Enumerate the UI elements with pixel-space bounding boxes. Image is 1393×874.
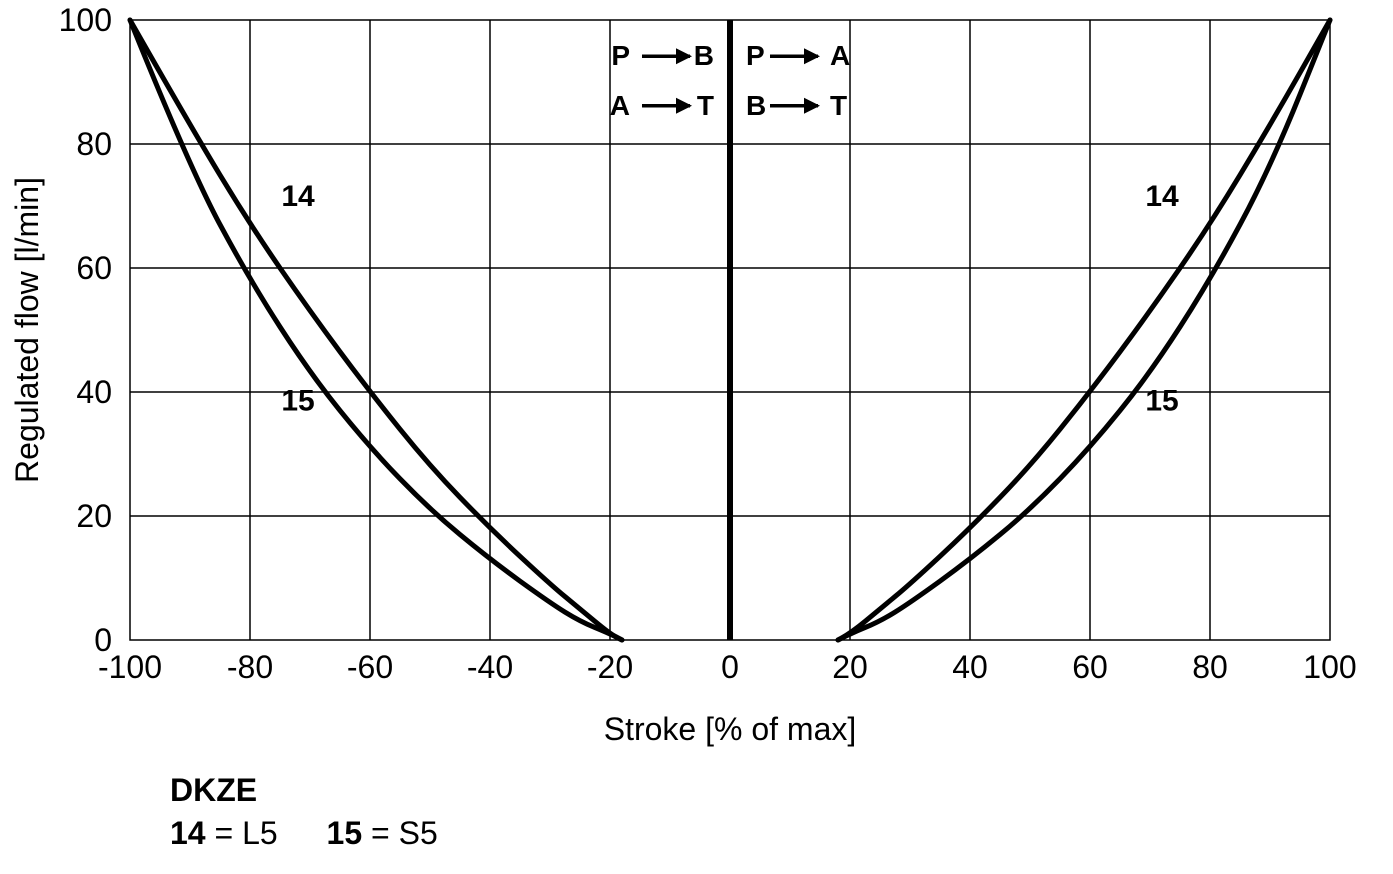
curve-label-3: 15 bbox=[1145, 385, 1178, 418]
svg-text:-20: -20 bbox=[587, 649, 633, 685]
curve-definitions: 14 = L5 15 = S5 bbox=[170, 815, 438, 852]
flow-stroke-chart: -100-80-60-40-20020406080100020406080100… bbox=[0, 0, 1393, 770]
svg-text:-80: -80 bbox=[227, 649, 273, 685]
model-name: DKZE bbox=[170, 772, 438, 809]
anno-left-to-0: B bbox=[694, 40, 714, 71]
svg-text:40: 40 bbox=[952, 649, 988, 685]
svg-text:60: 60 bbox=[1072, 649, 1108, 685]
svg-text:60: 60 bbox=[76, 250, 112, 286]
svg-text:100: 100 bbox=[59, 2, 112, 38]
def-1-val: S5 bbox=[399, 815, 438, 851]
def-0-val: L5 bbox=[242, 815, 278, 851]
anno-right-to-0: A bbox=[830, 40, 850, 71]
svg-text:80: 80 bbox=[1192, 649, 1228, 685]
svg-text:20: 20 bbox=[76, 498, 112, 534]
anno-left-to-1: T bbox=[697, 90, 714, 121]
chart-footer: DKZE 14 = L5 15 = S5 bbox=[170, 772, 438, 852]
anno-right-from-1: B bbox=[746, 90, 766, 121]
figure-container: -100-80-60-40-20020406080100020406080100… bbox=[0, 0, 1393, 874]
svg-text:80: 80 bbox=[76, 126, 112, 162]
anno-left-from-0: P bbox=[611, 40, 630, 71]
curve-label-0: 14 bbox=[281, 180, 315, 213]
anno-right-from-0: P bbox=[746, 40, 765, 71]
svg-text:40: 40 bbox=[76, 374, 112, 410]
anno-right-to-1: T bbox=[830, 90, 847, 121]
svg-text:100: 100 bbox=[1303, 649, 1356, 685]
curve-label-1: 15 bbox=[281, 385, 314, 418]
svg-text:-40: -40 bbox=[467, 649, 513, 685]
svg-text:-60: -60 bbox=[347, 649, 393, 685]
svg-text:20: 20 bbox=[832, 649, 868, 685]
curve-label-2: 14 bbox=[1145, 180, 1179, 213]
def-0-num: 14 bbox=[170, 815, 206, 851]
svg-text:0: 0 bbox=[94, 622, 112, 658]
anno-left-from-1: A bbox=[610, 90, 630, 121]
y-axis-label: Regulated flow [l/min] bbox=[9, 177, 45, 483]
svg-text:0: 0 bbox=[721, 649, 739, 685]
def-1-num: 15 bbox=[327, 815, 363, 851]
x-axis-label: Stroke [% of max] bbox=[604, 711, 857, 747]
